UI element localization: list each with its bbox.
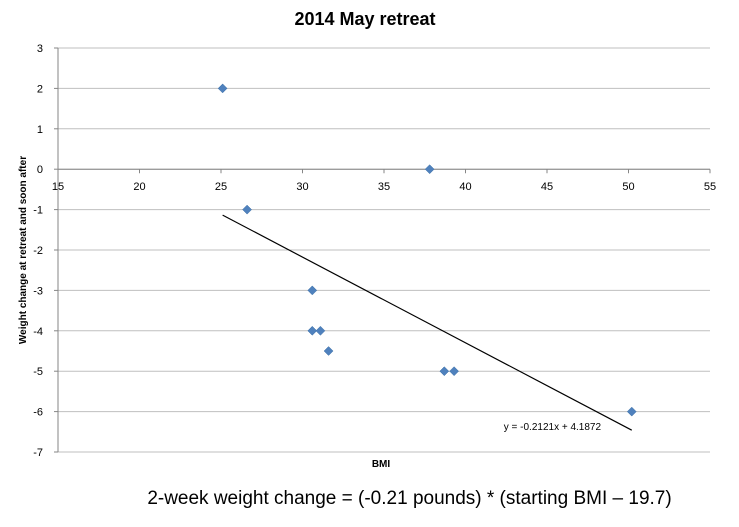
x-tick-label: 25 [215,181,227,193]
x-tick-label: 45 [541,181,553,193]
data-point [307,325,318,336]
x-tick-label: 35 [378,181,390,193]
y-tick-label: -4 [33,326,43,338]
y-tick-label: 0 [37,164,43,176]
gridlines [58,47,710,453]
data-point [449,366,459,377]
y-tick-label: -3 [33,285,43,297]
x-tick-label: 55 [704,181,716,193]
data-point [439,366,450,377]
data-point [323,346,334,356]
x-axis: 15 20 25 30 35 40 45 50 55 [52,168,716,193]
data-point [424,164,435,175]
data-point [307,285,318,296]
y-axis-ticks: 3 2 1 0 -1 -2 -3 -4 -5 -6 -7 [33,43,59,459]
x-tick-label: 30 [296,181,308,193]
y-tick-label: -6 [33,407,43,419]
x-tick-label: 15 [52,181,64,193]
formula-caption: 2-week weight change = (-0.21 pounds) * … [147,488,672,509]
data-points [217,83,637,417]
chart-title: 2014 May retreat [294,9,435,29]
x-tick-label: 50 [622,181,634,193]
y-tick-label: -7 [33,447,43,459]
data-point [217,83,228,94]
data-point [626,406,637,417]
scatter-chart: 2014 May retreat 3 2 1 0 -1 -2 -3 -4 -5 -6 -7 15 20… [18,9,716,470]
data-point [315,325,326,336]
y-tick-label: 1 [37,124,43,136]
trendline-equation: y = -0.2121x + 4.1872 [504,422,602,433]
x-tick-label: 20 [133,181,145,193]
y-tick-label: -5 [33,366,43,378]
x-tick-label: 40 [459,181,471,193]
data-point [242,204,252,215]
trendline [222,214,633,431]
y-axis-label: Weight change at retreat and soon after [18,156,29,344]
trendline-group [222,214,633,431]
y-tick-label: 3 [37,43,43,55]
y-tick-label: -2 [33,245,43,257]
y-tick-label: -1 [33,205,43,217]
y-tick-label: 2 [37,83,43,95]
x-axis-label: BMI [372,459,391,470]
